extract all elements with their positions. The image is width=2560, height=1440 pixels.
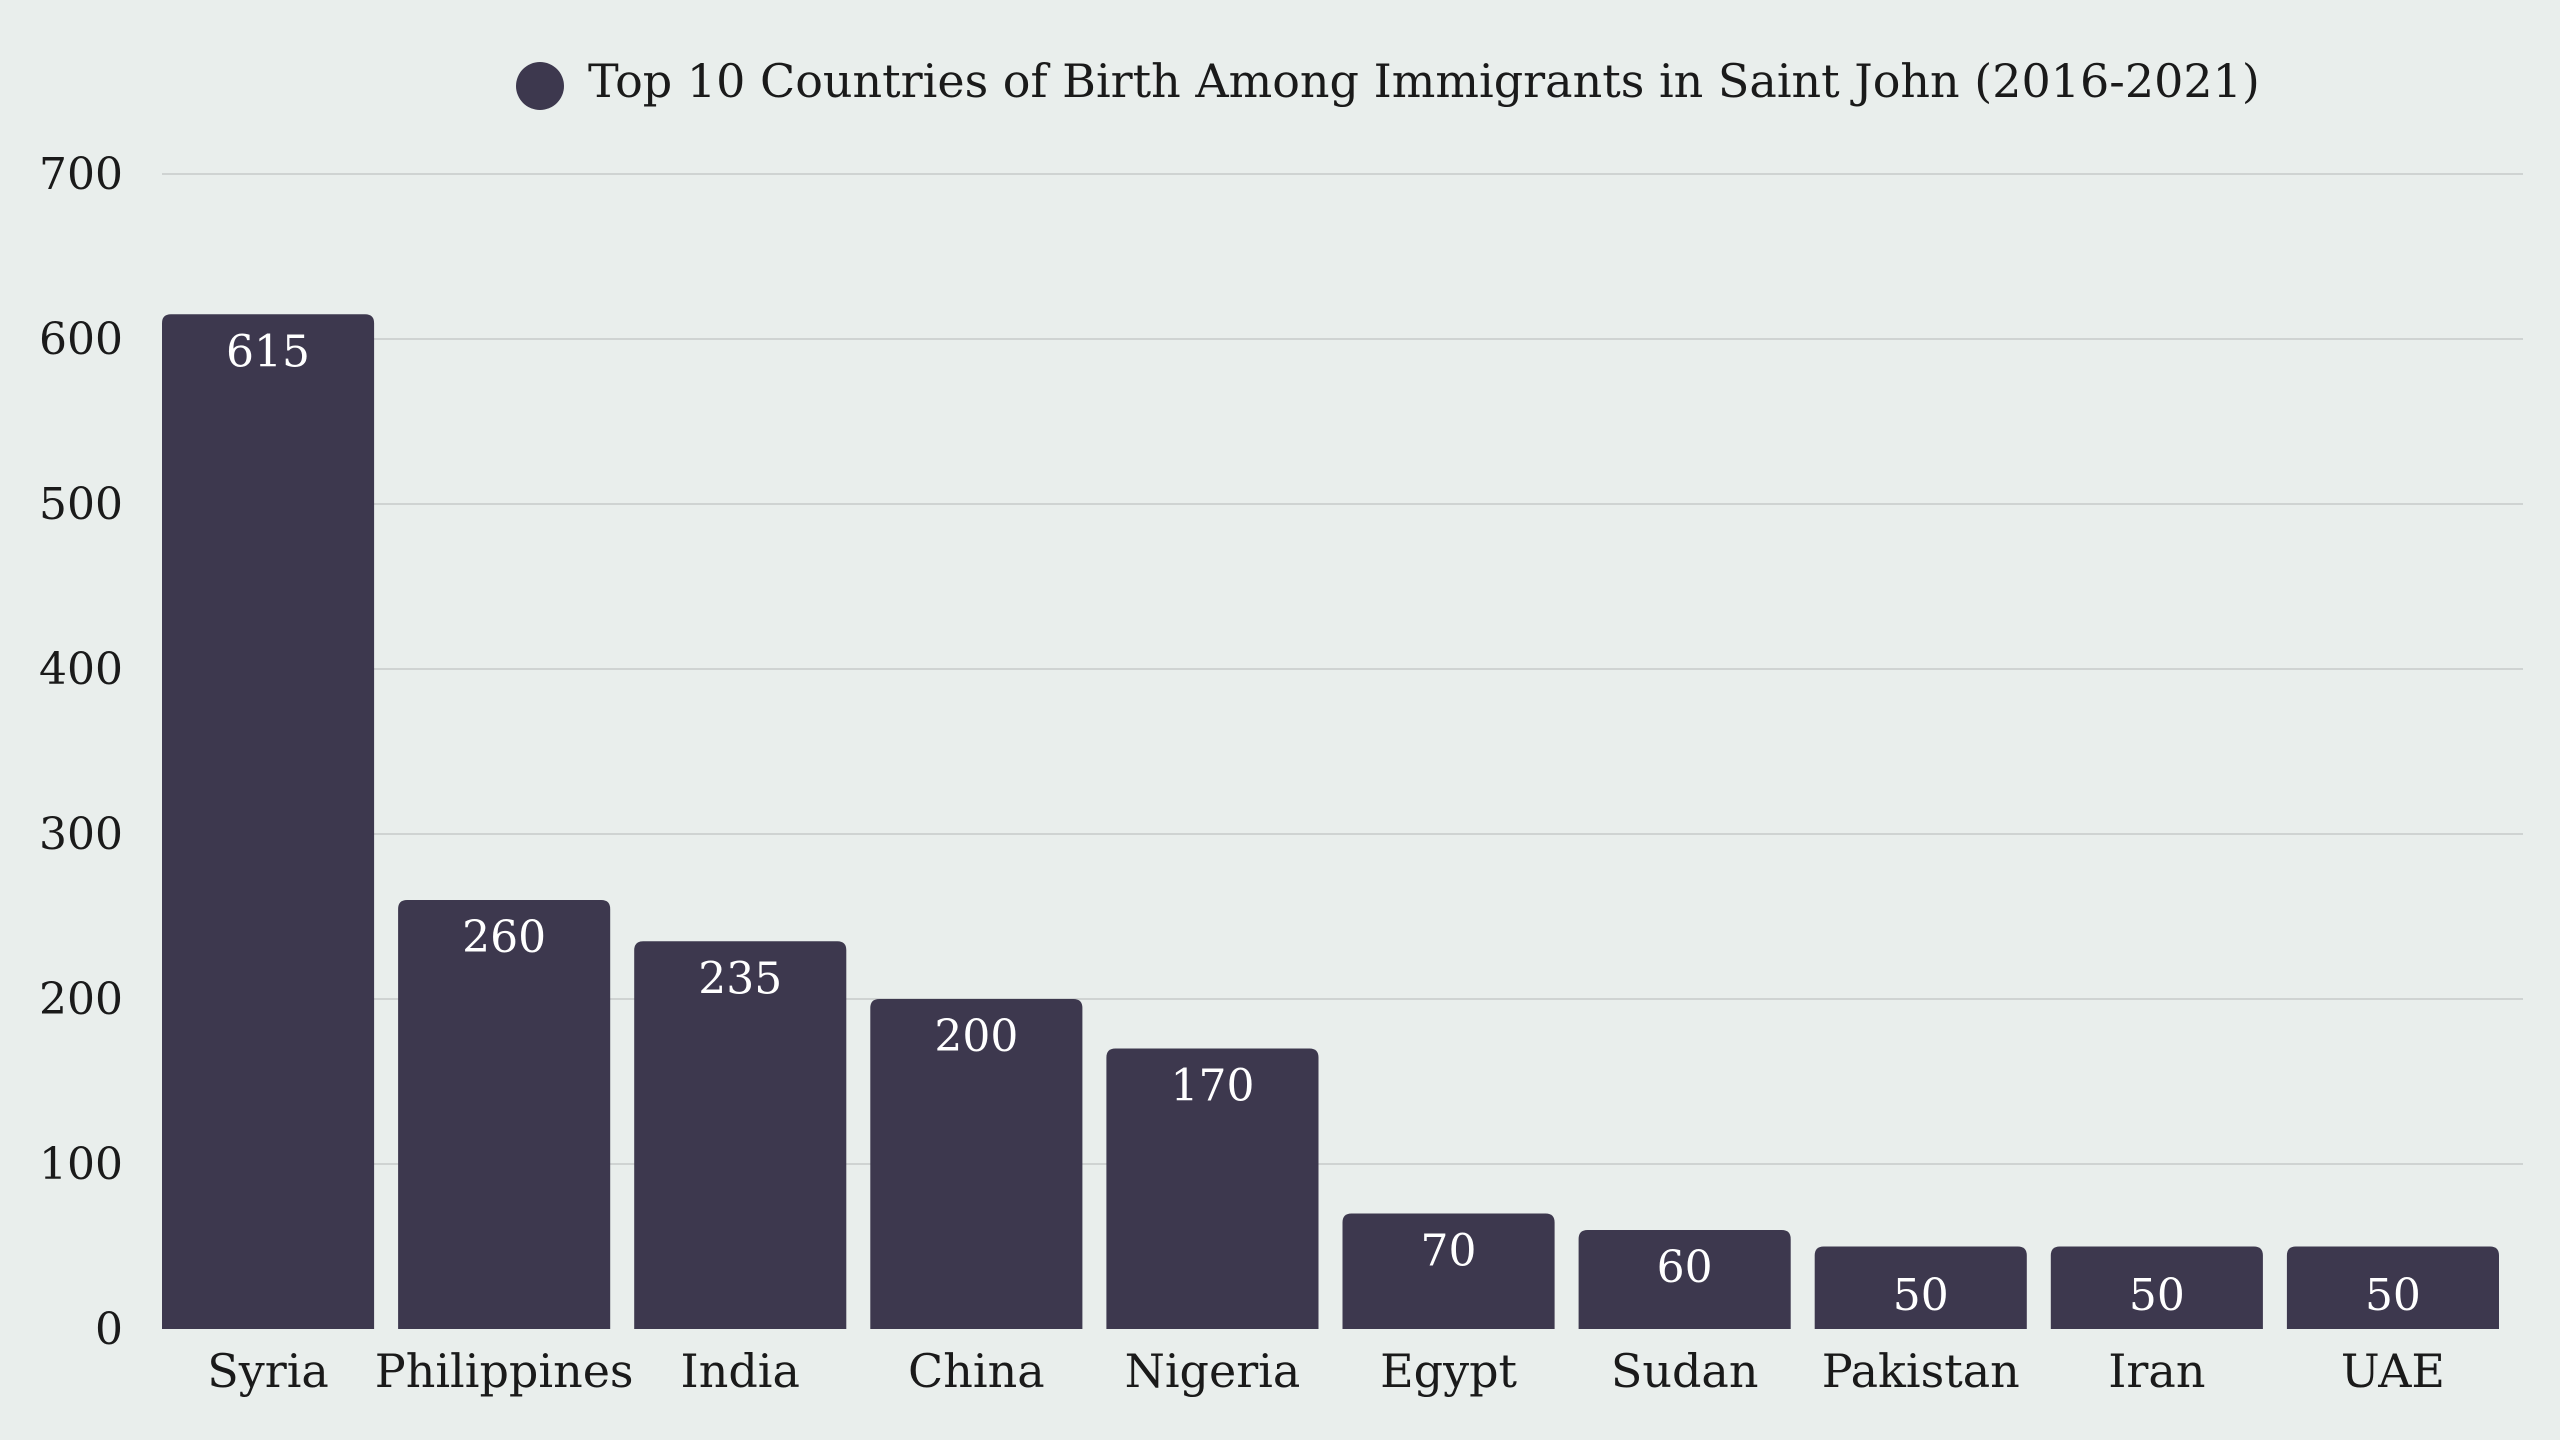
x-tick-label: Syria	[207, 1344, 329, 1398]
y-tick-label: 300	[39, 809, 123, 860]
bar-pakistan[interactable]	[1814, 1246, 2027, 1330]
data-label: 50	[2129, 1270, 2185, 1321]
legend-swatch-icon	[516, 62, 564, 110]
x-tick-label: Egypt	[1380, 1344, 1517, 1398]
data-label: 50	[2365, 1270, 2421, 1321]
legend[interactable]: Top 10 Countries of Birth Among Immigran…	[516, 54, 2260, 110]
y-tick-label: 100	[39, 1139, 123, 1190]
y-tick-label: 600	[39, 314, 123, 365]
x-tick-label: China	[908, 1344, 1045, 1398]
x-tick-label: UAE	[2341, 1344, 2445, 1398]
data-label: 260	[462, 912, 546, 963]
x-tick-label: Philippines	[375, 1344, 634, 1398]
y-axis-ticks: 0 100 200 300 400 500 600 700	[39, 149, 123, 1355]
bar-nigeria[interactable]	[1106, 1048, 1319, 1330]
bar-syria[interactable]	[162, 314, 375, 1329]
bar-iran[interactable]	[2050, 1246, 2263, 1330]
bar-uae[interactable]	[2286, 1246, 2499, 1330]
x-tick-label: Pakistan	[1822, 1344, 2020, 1398]
x-tick-label: Sudan	[1611, 1344, 1759, 1398]
data-label: 50	[1893, 1270, 1949, 1321]
data-label: 170	[1170, 1061, 1254, 1112]
x-tick-label: India	[681, 1344, 800, 1398]
data-label: 200	[934, 1011, 1018, 1062]
chart-title: Top 10 Countries of Birth Among Immigran…	[588, 54, 2260, 108]
x-tick-label: Nigeria	[1125, 1344, 1301, 1398]
bar-philippines[interactable]	[398, 900, 611, 1329]
y-tick-label: 500	[39, 479, 123, 530]
bar-egypt[interactable]	[1342, 1213, 1555, 1330]
y-tick-label: 0	[95, 1304, 123, 1355]
bar-sudan[interactable]	[1578, 1230, 1791, 1329]
data-label: 60	[1657, 1242, 1713, 1293]
data-label: 615	[226, 326, 310, 377]
x-axis-labels: Syria Philippines India China Nigeria Egypt Su…	[207, 1344, 2445, 1398]
bar-india[interactable]	[634, 941, 847, 1329]
data-label: 70	[1421, 1226, 1477, 1277]
y-tick-label: 400	[39, 644, 123, 695]
x-tick-label: Iran	[2108, 1344, 2205, 1398]
y-tick-label: 200	[39, 974, 123, 1025]
data-label: 235	[698, 953, 782, 1004]
bar-china[interactable]	[870, 999, 1083, 1329]
y-tick-label: 700	[39, 149, 123, 200]
bars: 615 260 235 200 170 70 60 50 50 50	[162, 314, 2499, 1329]
